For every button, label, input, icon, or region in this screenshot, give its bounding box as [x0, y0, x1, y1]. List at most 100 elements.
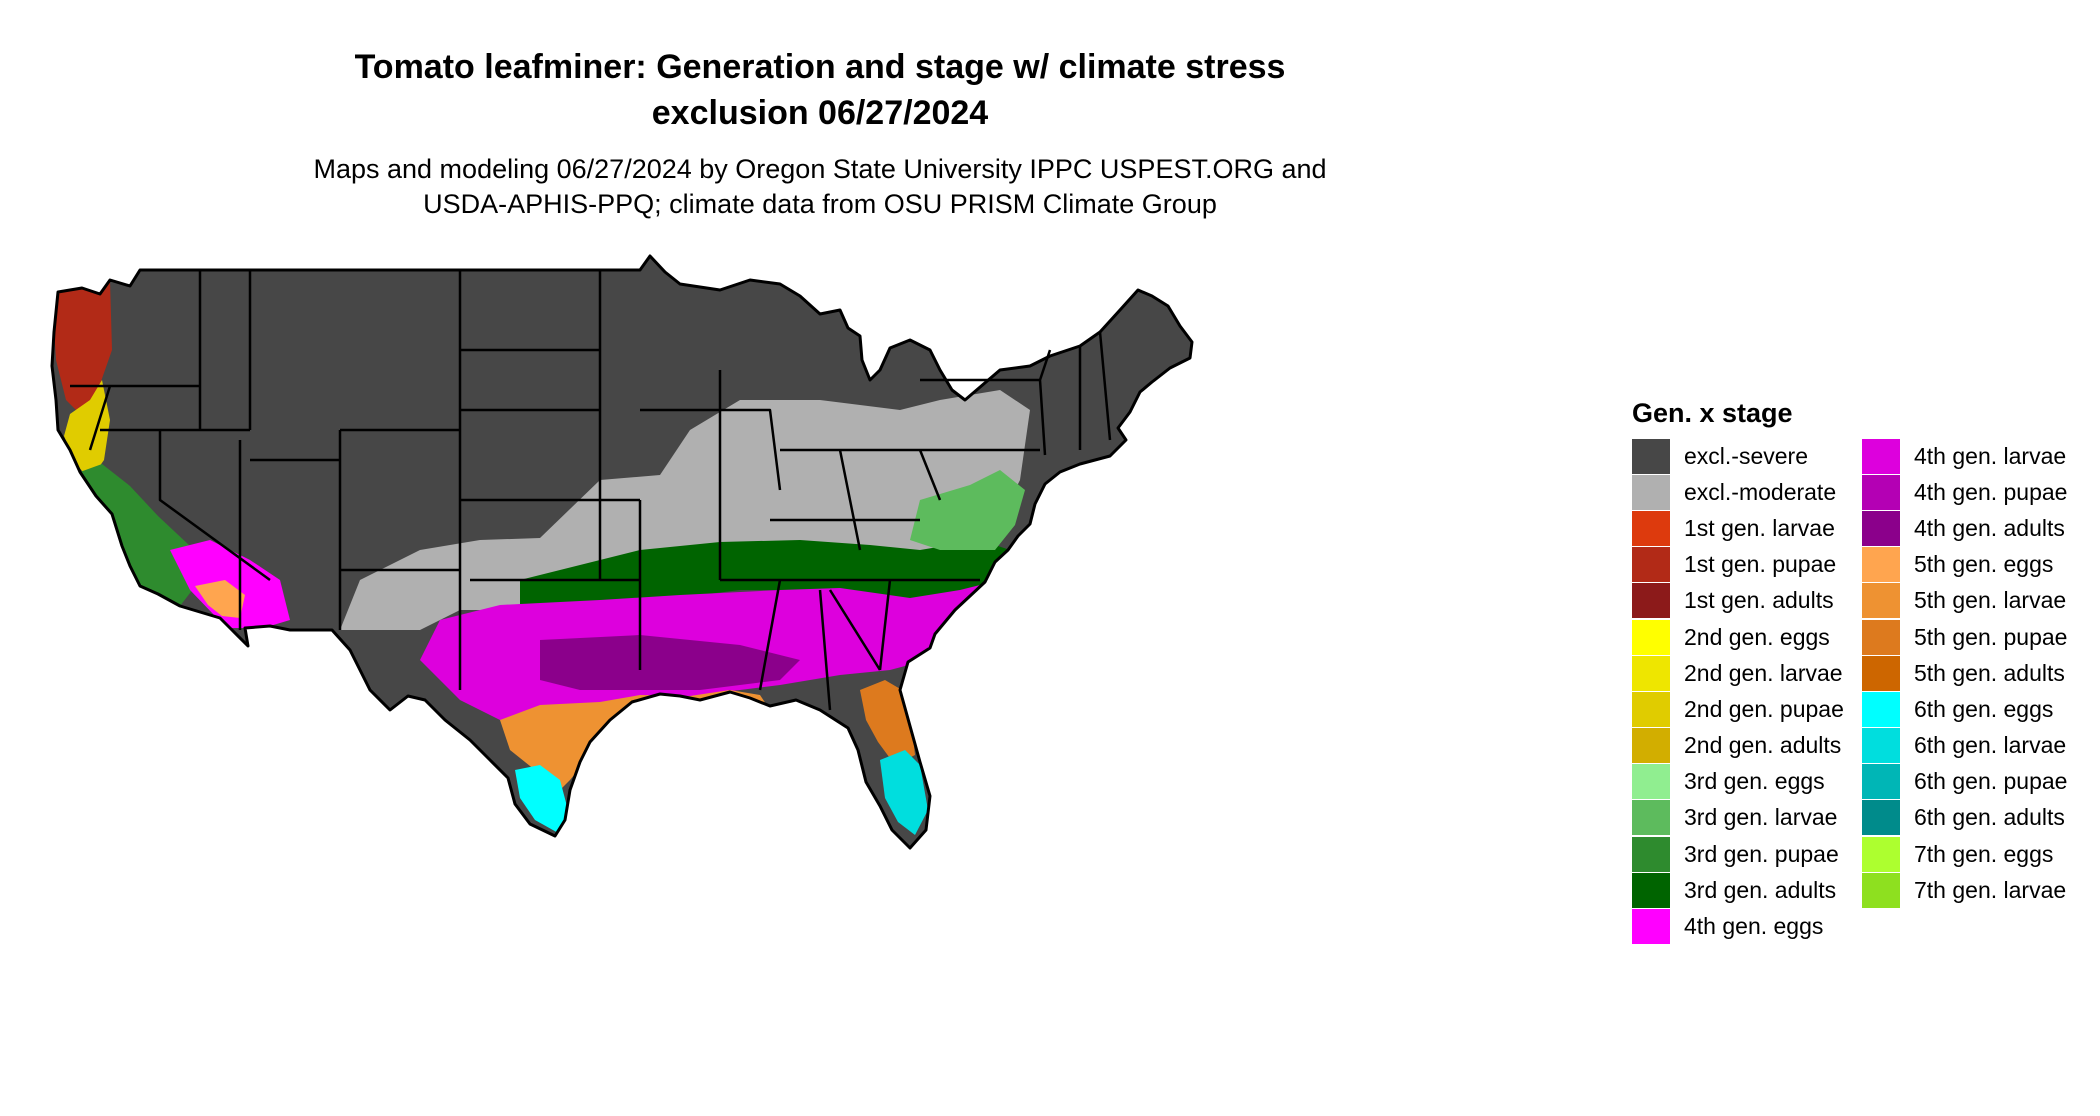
legend-swatch [1632, 619, 1670, 655]
legend-swatch [1632, 438, 1670, 474]
legend-label: 5th gen. eggs [1914, 551, 2054, 578]
map-title-line-2: exclusion 06/27/2024 [651, 94, 989, 132]
legend-item: 2nd gen. pupae [1632, 691, 1844, 727]
legend-item: 4th gen. larvae [1862, 438, 2067, 474]
map-title: Tomato leafminer: Generation and stage w… [200, 44, 1440, 136]
legend-item: 5th gen. adults [1862, 655, 2067, 691]
legend-swatch [1632, 764, 1670, 800]
generation-stage-layer [52, 256, 1192, 848]
legend-item: 4th gen. eggs [1632, 908, 1844, 945]
legend-label: excl.-severe [1684, 442, 1808, 469]
legend-swatch [1862, 872, 1900, 908]
legend-label: 3rd gen. pupae [1684, 840, 1839, 867]
legend-item: 5th gen. larvae [1862, 583, 2067, 619]
legend-item: 6th gen. eggs [1862, 691, 2067, 727]
legend-column-2: 4th gen. larvae 4th gen. pupae 4th gen. ad… [1862, 438, 2067, 908]
legend-item: 3rd gen. pupae [1632, 836, 1844, 872]
legend-swatch [1862, 691, 1900, 727]
legend-title: Gen. x stage [1632, 398, 1793, 428]
legend-item: 7th gen. larvae [1862, 872, 2067, 908]
legend-item: 6th gen. larvae [1862, 728, 2067, 764]
legend-item: 4th gen. pupae [1862, 474, 2067, 510]
legend-label: 2nd gen. larvae [1684, 659, 1843, 686]
us-map [40, 250, 1620, 1100]
legend-item: 1st gen. pupae [1632, 547, 1844, 583]
legend-swatch [1862, 655, 1900, 691]
legend-label: 4th gen. eggs [1684, 913, 1824, 940]
legend-item: 4th gen. adults [1862, 510, 2067, 546]
map-subtitle-line-1: Maps and modeling 06/27/2024 by Oregon S… [313, 154, 1327, 184]
state-boundaries [50, 254, 1194, 850]
zone-1st-gen-pupae [52, 280, 112, 414]
legend-item: 1st gen. adults [1632, 583, 1844, 619]
legend-label: 3rd gen. larvae [1684, 804, 1838, 831]
legend-item: 5th gen. eggs [1862, 547, 2067, 583]
zone-3rd-gen-pupae [80, 464, 200, 606]
legend-item: 3rd gen. eggs [1632, 764, 1844, 800]
legend-swatch [1862, 474, 1900, 510]
legend-label: 4th gen. adults [1914, 514, 2065, 541]
legend-label: 4th gen. larvae [1914, 442, 2067, 469]
legend-swatch [1862, 510, 1900, 546]
legend-swatch [1632, 909, 1670, 945]
us-outline [50, 254, 1194, 850]
legend-item: 3rd gen. adults [1632, 872, 1844, 908]
state-lines [70, 270, 1112, 711]
legend-item: 2nd gen. eggs [1632, 619, 1844, 655]
legend-swatch [1862, 836, 1900, 872]
legend-label: 5th gen. adults [1914, 659, 2065, 686]
zone-2nd-gen-pupae [64, 380, 110, 480]
legend-swatch [1632, 474, 1670, 510]
legend-swatch [1632, 836, 1670, 872]
legend-label: excl.-moderate [1684, 478, 1837, 505]
legend-label: 4th gen. pupae [1914, 478, 2068, 505]
legend-label: 2nd gen. eggs [1684, 623, 1830, 650]
legend-label: 7th gen. eggs [1914, 840, 2054, 867]
legend-swatch [1632, 510, 1670, 546]
legend-label: 6th gen. eggs [1914, 695, 2054, 722]
zone-3rd-gen-larvae [910, 470, 1025, 550]
zone-6th-gen-larvae [880, 750, 928, 835]
map-title-line-1: Tomato leafminer: Generation and stage w… [354, 48, 1286, 86]
legend-label: 3rd gen. adults [1684, 876, 1837, 903]
legend-label: 1st gen. adults [1684, 587, 1834, 614]
legend-swatch [1862, 438, 1900, 474]
legend-swatch [1862, 728, 1900, 764]
legend-label: 3rd gen. eggs [1684, 768, 1825, 795]
legend-swatch [1862, 547, 1900, 583]
legend-item: 6th gen. adults [1862, 800, 2067, 836]
legend-swatch [1862, 800, 1900, 836]
legend-label: 6th gen. adults [1914, 804, 2065, 831]
legend-item: 7th gen. eggs [1862, 836, 2067, 872]
legend-item: 5th gen. pupae [1862, 619, 2067, 655]
zone-5th-gen-pupae [860, 680, 915, 765]
legend-label: 7th gen. larvae [1914, 876, 2067, 903]
zone-6th-gen-eggs [515, 765, 568, 834]
legend-item: excl.-severe [1632, 438, 1844, 474]
legend-swatch [1862, 764, 1900, 800]
legend-label: 1st gen. pupae [1684, 551, 1837, 578]
legend-swatch [1632, 728, 1670, 764]
legend-swatch [1632, 583, 1670, 619]
legend-item: excl.-moderate [1632, 474, 1844, 510]
zone-4th-gen-adults [540, 635, 800, 690]
legend-column-1: excl.-severe excl.-moderate 1st gen. larva… [1632, 438, 1844, 945]
legend-swatch [1862, 619, 1900, 655]
map-subtitle-line-2: USDA-APHIS-PPQ; climate data from OSU PR… [423, 189, 1217, 219]
legend-swatch [1632, 800, 1670, 836]
legend-label: 5th gen. larvae [1914, 587, 2067, 614]
legend-label: 2nd gen. adults [1684, 732, 1842, 759]
legend-item: 6th gen. pupae [1862, 764, 2067, 800]
legend-swatch [1632, 691, 1670, 727]
legend-label: 1st gen. larvae [1684, 514, 1835, 541]
legend-label: 2nd gen. pupae [1684, 695, 1844, 722]
legend-item: 3rd gen. larvae [1632, 800, 1844, 836]
legend-item: 2nd gen. larvae [1632, 655, 1844, 691]
legend-item: 2nd gen. adults [1632, 728, 1844, 764]
legend-label: 5th gen. pupae [1914, 623, 2068, 650]
legend-item: 1st gen. larvae [1632, 510, 1844, 546]
zone-5th-gen-eggs [195, 580, 245, 618]
legend-swatch [1632, 655, 1670, 691]
legend-swatch [1632, 872, 1670, 908]
map-subtitle: Maps and modeling 06/27/2024 by Oregon S… [200, 152, 1440, 222]
